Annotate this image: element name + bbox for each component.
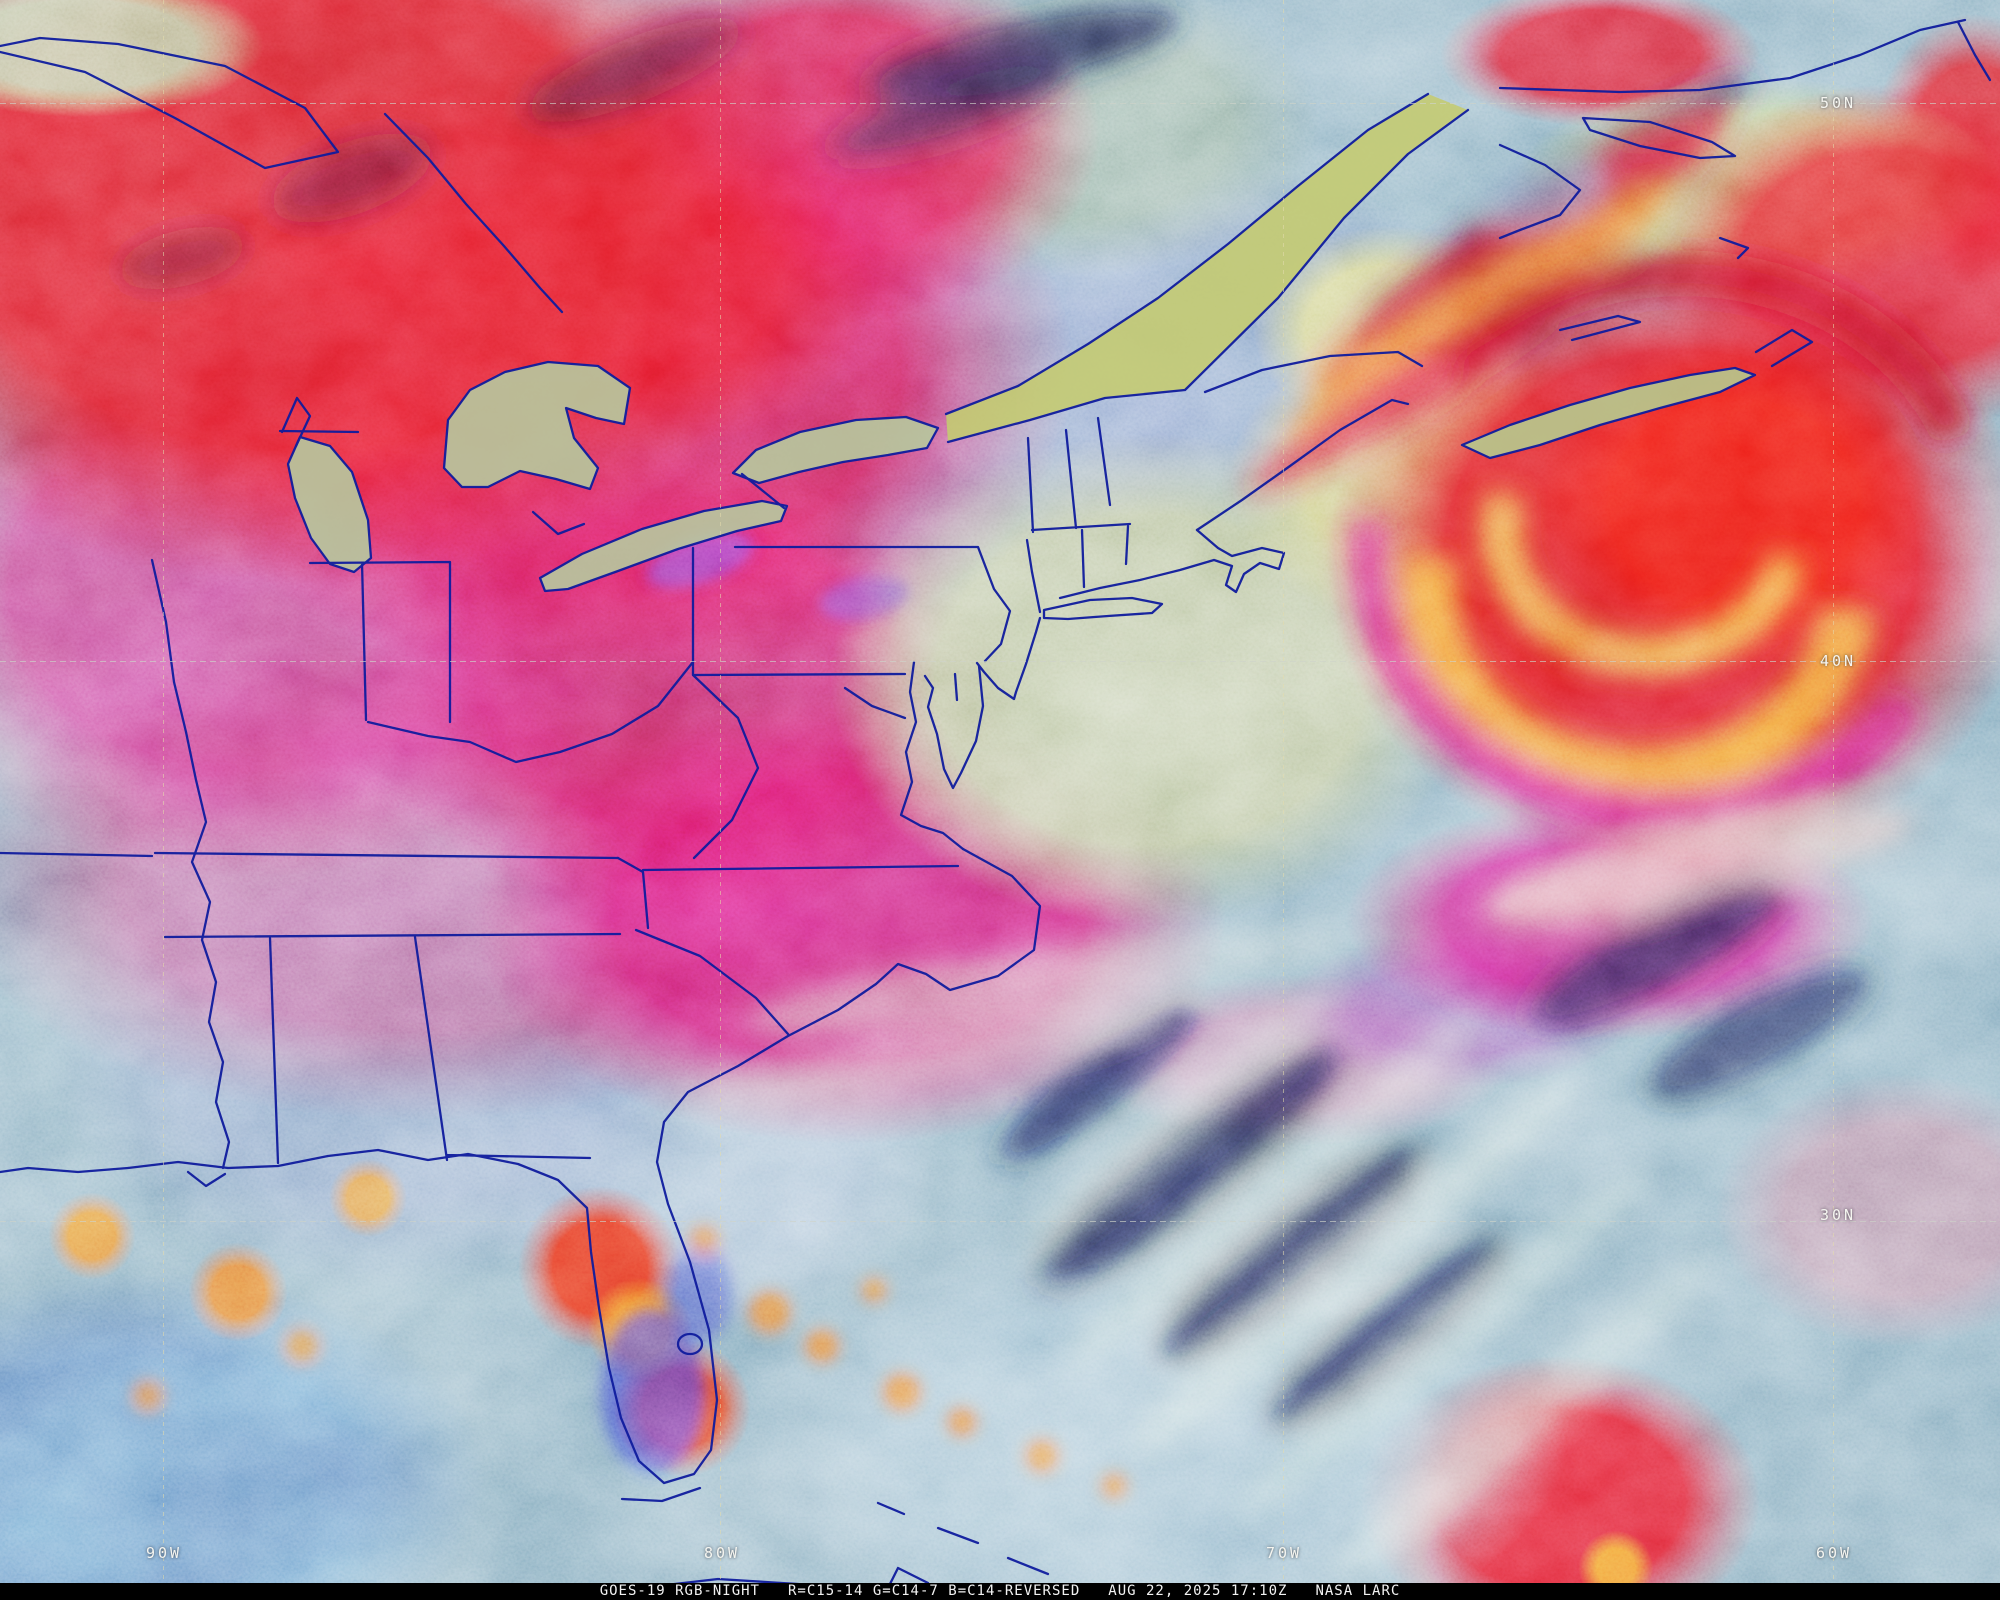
lon-label-70w: 70W bbox=[1266, 1544, 1303, 1562]
gridline-lon-80w bbox=[720, 0, 721, 1583]
gridline-lat-50n bbox=[0, 103, 2000, 104]
lon-label-80w: 80W bbox=[704, 1544, 741, 1562]
gridline-lon-90w bbox=[163, 0, 164, 1583]
status-product: GOES-19 RGB-NIGHT bbox=[599, 1583, 760, 1599]
lon-label-60w: 60W bbox=[1816, 1544, 1853, 1562]
gridline-lon-70w bbox=[1283, 0, 1284, 1583]
status-credit: NASA LARC bbox=[1315, 1583, 1401, 1599]
status-bar: GOES-19 RGB-NIGHT R=C15-14 G=C14-7 B=C14… bbox=[0, 1583, 2000, 1600]
lat-label-40n: 40N bbox=[1820, 652, 1857, 670]
gridline-lat-30n bbox=[0, 1221, 2000, 1222]
status-timestamp: AUG 22, 2025 17:10Z bbox=[1108, 1583, 1288, 1599]
lat-label-50n: 50N bbox=[1820, 94, 1857, 112]
status-recipe: R=C15-14 G=C14-7 B=C14-REVERSED bbox=[787, 1583, 1081, 1599]
lat-label-30n: 30N bbox=[1820, 1206, 1857, 1224]
gridline-lat-40n bbox=[0, 661, 2000, 662]
lon-label-90w: 90W bbox=[146, 1544, 183, 1562]
gridline-lon-60w bbox=[1833, 0, 1834, 1583]
